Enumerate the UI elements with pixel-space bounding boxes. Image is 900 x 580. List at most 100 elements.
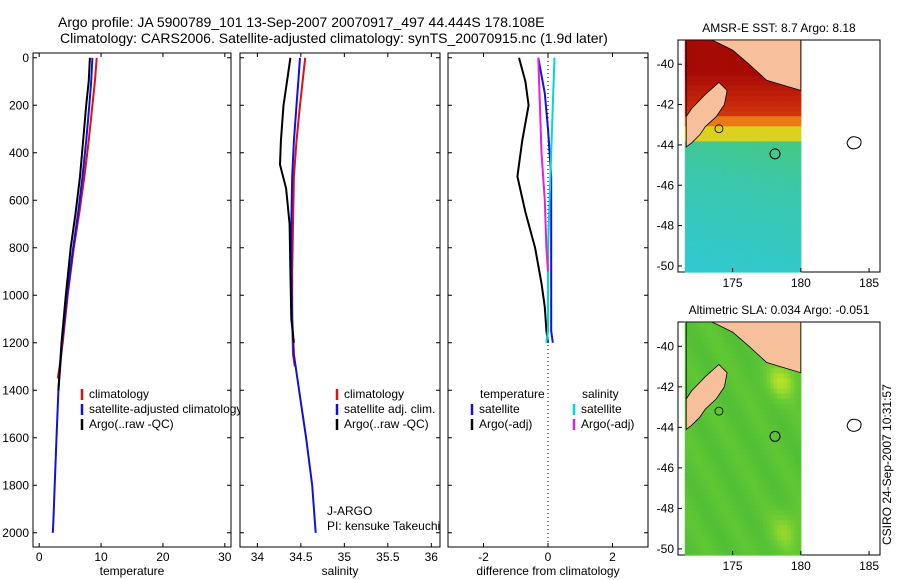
- heatmap-cell: [797, 453, 802, 460]
- heatmap-cell: [746, 529, 751, 536]
- heatmap-cell: [746, 509, 751, 516]
- heatmap-cell: [763, 186, 768, 192]
- heatmap-cell: [756, 403, 761, 409]
- heatmap-cell: [712, 479, 717, 485]
- heatmap-cell: [742, 463, 747, 470]
- heatmap-cell: [684, 534, 689, 541]
- heatmap-cell: [708, 428, 713, 435]
- heatmap-cell: [739, 413, 744, 419]
- heatmap-cell: [729, 433, 734, 440]
- heatmap-cell: [756, 95, 761, 102]
- heatmap-cell: [753, 221, 758, 228]
- heatmap-cell: [725, 403, 730, 409]
- heatmap-cell: [797, 191, 802, 197]
- temperature-legend-label: climatology: [89, 387, 149, 401]
- heatmap-cell: [794, 171, 798, 177]
- heatmap-cell: [688, 256, 693, 263]
- heatmap-cell: [705, 267, 710, 273]
- heatmap-cell: [736, 529, 740, 536]
- heatmap-cell: [766, 529, 771, 536]
- heatmap-cell: [773, 382, 778, 389]
- heatmap-cell: [773, 514, 778, 521]
- heatmap-cell: [780, 408, 785, 414]
- heatmap-cell: [746, 392, 751, 399]
- heatmap-cell: [708, 322, 713, 328]
- heatmap-cell: [766, 176, 771, 182]
- heatmap-cell: [691, 216, 696, 223]
- heatmap-cell: [763, 196, 768, 202]
- heatmap-cell: [705, 448, 710, 455]
- heatmap-cell: [787, 161, 792, 167]
- heatmap-cell: [729, 211, 734, 218]
- heatmap-cell: [729, 347, 734, 353]
- heatmap-cell: [688, 75, 693, 81]
- temperature-series-line: [51, 57, 94, 533]
- heatmap-cell: [712, 176, 717, 182]
- heatmap-cell: [770, 201, 775, 207]
- heatmap-cell: [759, 80, 764, 86]
- heatmap-cell: [742, 267, 747, 273]
- heatmap-cell: [739, 60, 744, 66]
- heatmap-cell: [708, 125, 713, 132]
- heatmap-cell: [794, 125, 798, 132]
- heatmap-cell: [746, 418, 751, 424]
- heatmap-cell: [688, 95, 693, 102]
- heatmap-cell: [718, 80, 723, 86]
- heatmap-cell: [718, 65, 723, 71]
- heatmap-cell: [753, 544, 758, 551]
- heatmap-cell: [708, 70, 713, 76]
- heatmap-cell: [705, 261, 710, 268]
- heatmap-cell: [746, 474, 751, 480]
- heatmap-cell: [732, 85, 737, 91]
- heatmap-cell: [712, 443, 717, 450]
- heatmap-cell: [794, 403, 798, 409]
- heatmap-cell: [770, 156, 775, 162]
- heatmap-cell: [742, 494, 747, 500]
- heatmap-cell: [732, 196, 737, 202]
- heatmap-cell: [739, 236, 744, 243]
- heatmap-cell: [780, 145, 785, 152]
- heatmap-cell: [742, 145, 747, 152]
- heatmap-cell: [783, 403, 788, 409]
- heatmap-cell: [715, 524, 720, 531]
- heatmap-cell: [725, 251, 730, 258]
- heatmap-cell: [787, 448, 792, 455]
- heatmap-cell: [715, 45, 720, 51]
- heatmap-cell: [732, 484, 737, 490]
- heatmap-cell: [684, 90, 689, 96]
- heatmap-cell: [722, 549, 727, 556]
- heatmap-cell: [739, 357, 744, 364]
- heatmap-cell: [722, 110, 727, 117]
- heatmap-cell: [701, 70, 706, 76]
- heatmap-cell: [749, 176, 754, 182]
- heatmap-cell: [777, 256, 781, 263]
- heatmap-cell: [766, 392, 771, 399]
- heatmap-cell: [787, 413, 792, 419]
- heatmap-cell: [739, 125, 744, 132]
- heatmap-cell: [797, 443, 802, 450]
- heatmap-cell: [732, 251, 737, 258]
- heatmap-cell: [701, 151, 706, 157]
- heatmap-cell: [736, 534, 740, 541]
- heatmap-cell: [766, 474, 771, 480]
- heatmap-cell: [749, 443, 754, 450]
- heatmap-cell: [787, 392, 792, 399]
- heatmap-cell: [766, 468, 771, 475]
- heatmap-cell: [688, 342, 693, 348]
- heatmap-cell: [705, 514, 710, 521]
- heatmap-cell: [763, 362, 768, 369]
- heatmap-cell: [753, 413, 758, 419]
- heatmap-cell: [773, 408, 778, 414]
- heatmap-cell: [794, 211, 798, 218]
- heatmap-cell: [739, 140, 744, 147]
- heatmap-cell: [712, 241, 717, 248]
- heatmap-cell: [756, 216, 761, 223]
- heatmap-cell: [773, 95, 778, 102]
- heatmap-cell: [759, 191, 764, 197]
- heatmap-cell: [712, 171, 717, 177]
- heatmap-cell: [749, 438, 754, 445]
- heatmap-cell: [684, 60, 689, 66]
- heatmap-cell: [708, 135, 713, 142]
- heatmap-cell: [684, 196, 689, 202]
- heatmap-cell: [746, 156, 751, 162]
